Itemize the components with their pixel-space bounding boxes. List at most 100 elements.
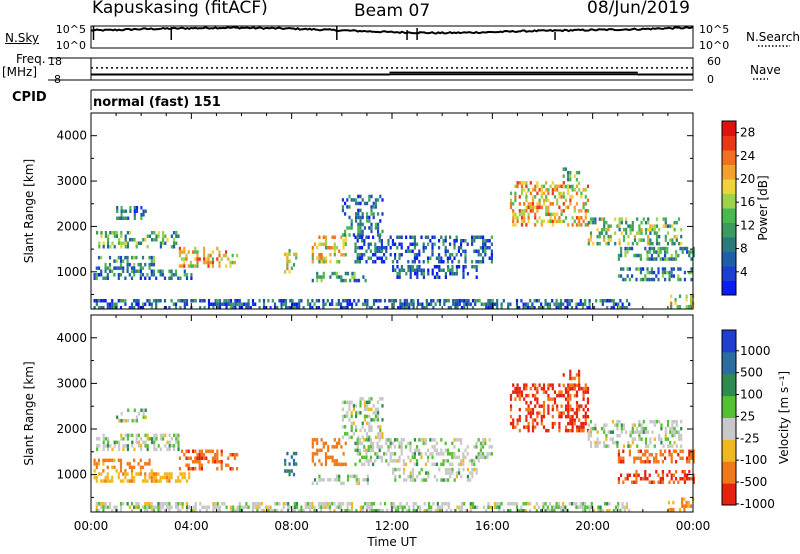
echo-cell [655,250,658,254]
echo-cell [438,452,441,456]
echo-cell [405,502,409,506]
echo-cell [124,419,128,423]
echo-cell [680,437,683,441]
echo-cell [341,435,344,440]
echo-cell [628,277,631,282]
echo-cell [649,227,652,232]
echo-cell [353,275,356,279]
echo-cell [386,306,389,310]
echo-cell [238,502,241,506]
echo-cell [245,502,248,506]
echo-cell [447,265,450,269]
echo-cell [346,432,349,436]
echo-cell [655,231,659,235]
echo-cell [130,509,134,513]
echo-cell [159,437,162,441]
echo-cell [560,209,563,213]
echo-cell [675,444,678,448]
echo-cell [659,453,662,457]
echo-cell [128,479,131,483]
echo-cell [526,502,530,506]
echo-cell [664,430,667,434]
echo-cell [649,437,652,441]
echo-cell [212,502,215,506]
echo-cell [155,306,158,310]
echo-cell [444,459,447,463]
echo-cell [133,458,136,463]
echo-cell [620,426,623,431]
echo-cell [357,478,361,482]
echo-cell [293,509,296,513]
echo-cell [496,299,499,303]
echo-cell [623,509,626,513]
echo-cell [607,238,610,242]
cpid-value: normal (fast) 151 [93,95,221,110]
echo-cell [535,509,538,513]
echo-cell [531,425,535,429]
echo-cell [130,475,134,480]
echo-cell [361,421,364,426]
echo-cell [324,502,327,506]
echo-cell [444,478,447,482]
echo-cell [318,275,321,279]
echo-cell [374,411,377,415]
echo-cell [438,467,441,472]
echo-cell [288,472,291,477]
echo-cell [212,302,215,306]
echo-cell [117,299,120,303]
echo-cell [658,419,661,424]
echo-cell [672,473,675,477]
echo-cell [214,460,217,464]
echo-cell [626,246,629,251]
echo-cell [672,257,675,261]
echo-cell [677,217,681,221]
echo-cell [387,242,390,246]
echo-cell [183,475,186,480]
echo-cell [338,249,341,253]
echo-cell [536,390,539,394]
echo-cell [126,262,129,267]
echo-cell [547,404,550,408]
echo-cell [119,505,123,509]
echo-cell [575,407,579,412]
echo-cell [122,266,125,270]
echo-cell [196,264,199,268]
echo-cell [220,453,223,457]
echo-cell [549,397,552,401]
echo-cell [153,433,156,438]
echo-cell [622,456,625,460]
echo-cell [617,453,620,457]
echo-cell [431,455,434,460]
echo-cell [372,253,375,257]
echo-cell [370,212,373,216]
echo-cell [490,253,493,257]
echo-cell [617,253,620,258]
echo-cell [139,472,142,476]
echo-cell [216,505,219,509]
echo-cell [200,463,203,467]
echo-cell [638,227,641,232]
echo-cell [411,235,414,239]
echo-cell [175,231,178,235]
echo-cell [344,235,347,239]
echo-cell [520,181,524,185]
echo-cell [157,472,160,476]
echo-cell [562,209,565,213]
echo-cell [553,195,557,199]
echo-cell [318,459,321,463]
echo-cell [458,265,461,269]
echo-cell [628,449,631,453]
echo-cell [620,460,623,464]
echo-cell [322,502,325,506]
echo-cell [128,262,131,267]
echo-cell [655,453,658,457]
echo-cell [559,509,563,513]
echo-cell [482,302,486,306]
echo-cell [198,456,201,460]
echo-cell [650,453,653,457]
echo-cell [622,426,626,431]
echo-cell [590,502,593,506]
echo-cell [555,299,558,303]
echo-cell [629,227,632,232]
